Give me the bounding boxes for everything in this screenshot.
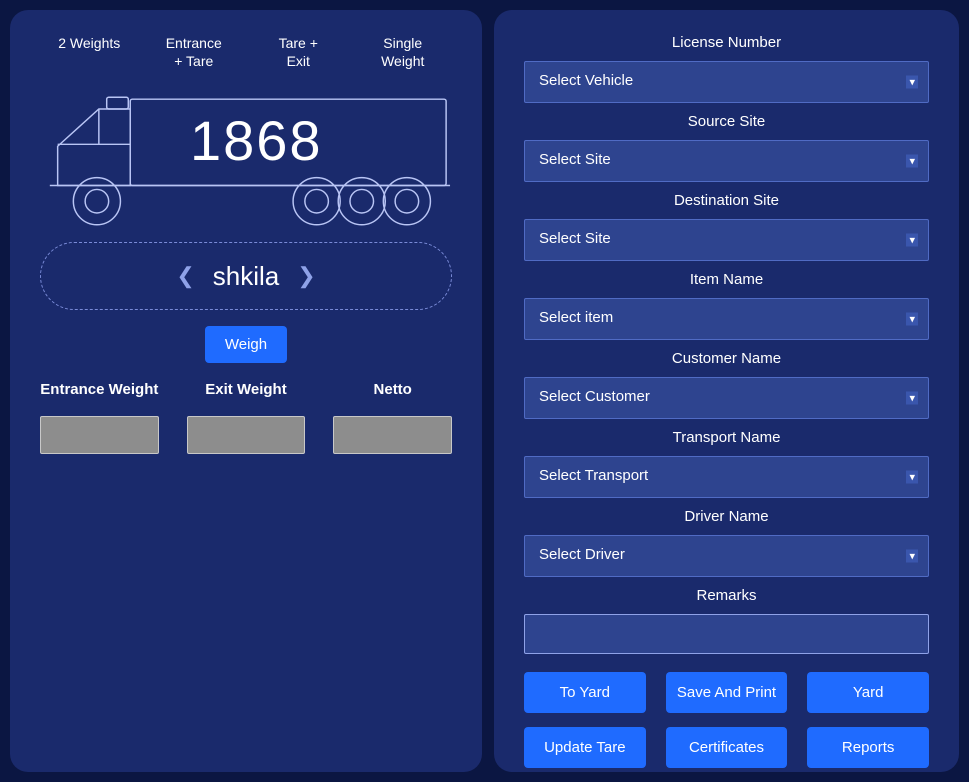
destination-site-label: Destination Site — [524, 192, 929, 209]
to-yard-button[interactable]: To Yard — [524, 672, 646, 713]
item-name-select[interactable]: Select item — [524, 298, 929, 340]
update-tare-button[interactable]: Update Tare — [524, 727, 646, 768]
transport-name-label: Transport Name — [524, 429, 929, 446]
scale-name: shkila — [213, 261, 279, 292]
destination-site-select[interactable]: Select Site — [524, 219, 929, 261]
remarks-input[interactable] — [524, 614, 929, 654]
remarks-label: Remarks — [524, 587, 929, 604]
weight-readouts: Entrance Weight Exit Weight Netto — [40, 381, 452, 454]
scale-selector: ❮ shkila ❯ — [40, 242, 452, 310]
tab-single-weight[interactable]: Single Weight — [354, 34, 453, 70]
reports-button[interactable]: Reports — [807, 727, 929, 768]
save-and-print-button[interactable]: Save And Print — [666, 672, 788, 713]
tab-tare-exit[interactable]: Tare + Exit — [249, 34, 348, 70]
customer-name-select[interactable]: Select Customer — [524, 377, 929, 419]
driver-name-select[interactable]: Select Driver — [524, 535, 929, 577]
details-panel: License Number Select Vehicle Source Sit… — [494, 10, 959, 772]
transport-name-select[interactable]: Select Transport — [524, 456, 929, 498]
yard-button[interactable]: Yard — [807, 672, 929, 713]
driver-name-label: Driver Name — [524, 508, 929, 525]
tab-2-weights[interactable]: 2 Weights — [40, 34, 139, 70]
action-buttons: To Yard Save And Print Yard Update Tare … — [524, 672, 929, 768]
weigh-button[interactable]: Weigh — [205, 326, 287, 363]
exit-weight-value — [187, 416, 306, 454]
item-name-label: Item Name — [524, 271, 929, 288]
customer-name-label: Customer Name — [524, 350, 929, 367]
readout-exit: Exit Weight — [187, 381, 306, 454]
weigh-panel: 2 Weights Entrance + Tare Tare + Exit Si… — [10, 10, 482, 772]
readout-label: Exit Weight — [187, 381, 306, 398]
source-site-select[interactable]: Select Site — [524, 140, 929, 182]
license-number-label: License Number — [524, 34, 929, 51]
readout-label: Netto — [333, 381, 452, 398]
readout-label: Entrance Weight — [40, 381, 159, 398]
live-weight-value: 1868 — [190, 108, 323, 173]
netto-weight-value — [333, 416, 452, 454]
source-site-label: Source Site — [524, 113, 929, 130]
chevron-right-icon[interactable]: ❯ — [297, 263, 315, 289]
tab-entrance-tare[interactable]: Entrance + Tare — [145, 34, 244, 70]
chevron-left-icon[interactable]: ❮ — [176, 263, 194, 289]
mode-tabs: 2 Weights Entrance + Tare Tare + Exit Si… — [40, 34, 452, 70]
readout-entrance: Entrance Weight — [40, 381, 159, 454]
certificates-button[interactable]: Certificates — [666, 727, 788, 768]
license-number-select[interactable]: Select Vehicle — [524, 61, 929, 103]
truck-display: 1868 — [40, 90, 452, 230]
readout-netto: Netto — [333, 381, 452, 454]
entrance-weight-value — [40, 416, 159, 454]
